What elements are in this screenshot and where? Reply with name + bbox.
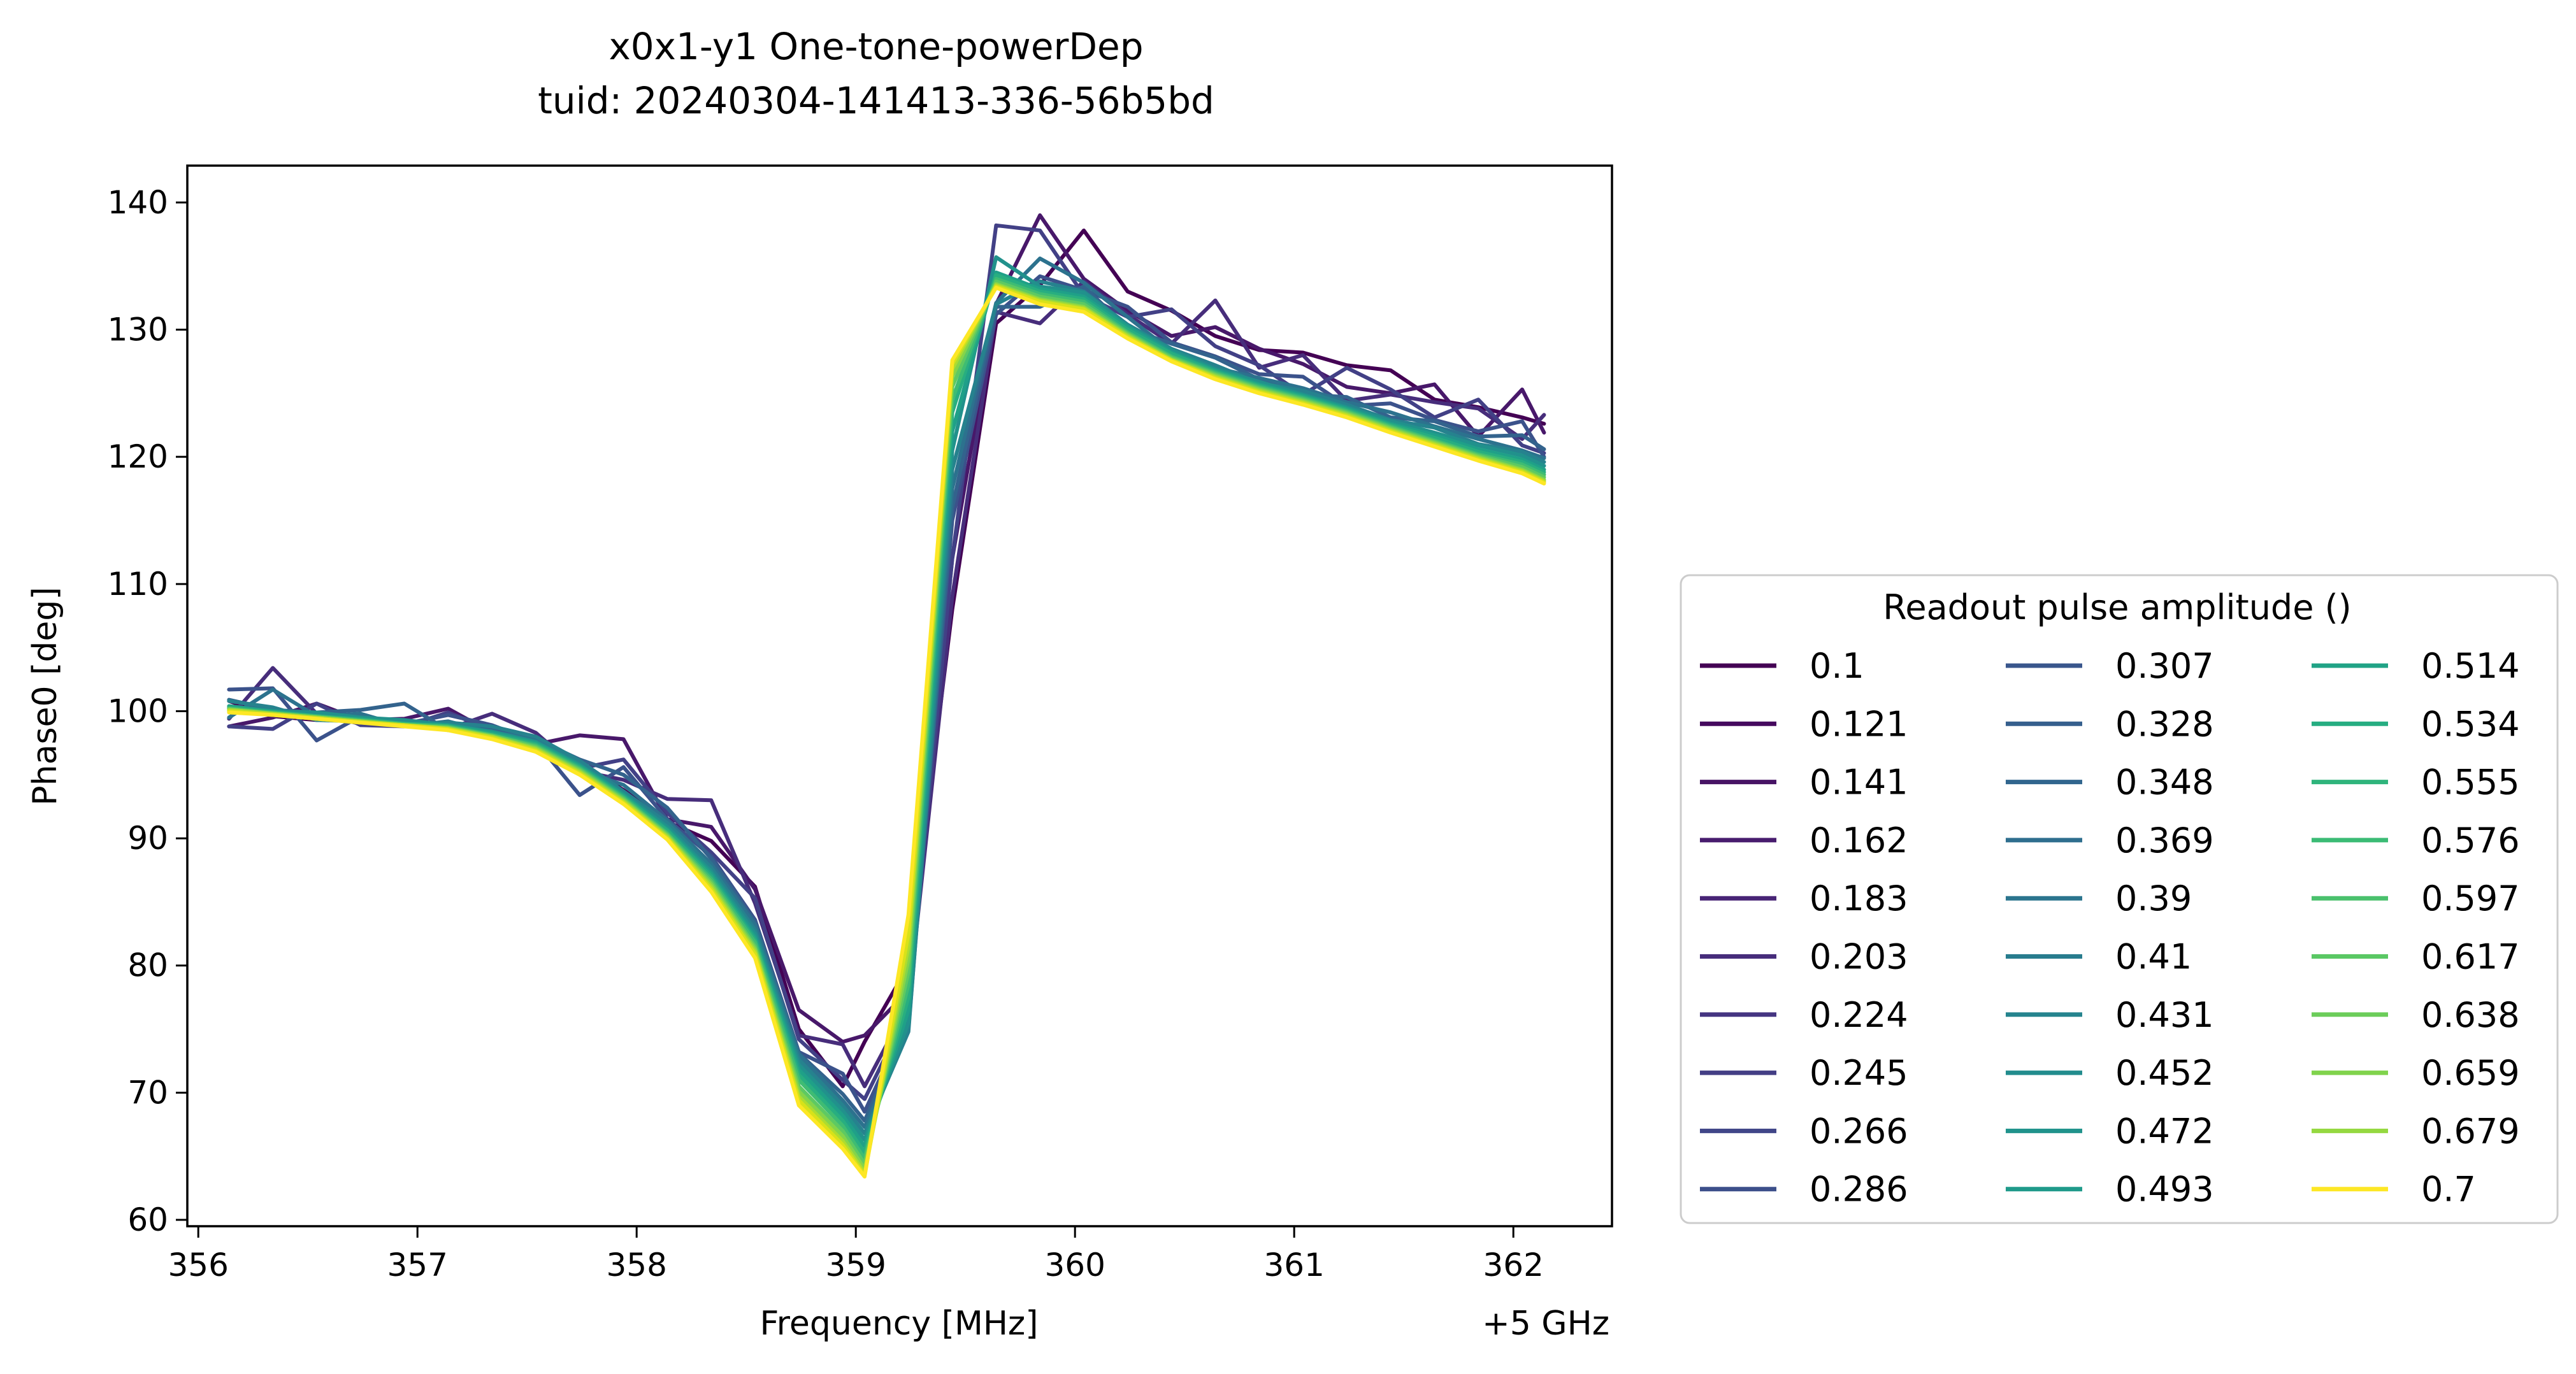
- legend-label: 0.1: [1810, 646, 1864, 686]
- y-tick-label: 70: [127, 1074, 168, 1111]
- x-axis-label: Frequency [MHz]: [760, 1305, 1039, 1343]
- x-tick-label: 357: [387, 1247, 447, 1284]
- x-tick-label: 358: [606, 1247, 666, 1284]
- legend-label: 0.534: [2421, 704, 2520, 744]
- legend-label: 0.659: [2421, 1053, 2520, 1093]
- legend-label: 0.576: [2421, 820, 2520, 861]
- legend-label: 0.224: [1810, 995, 1908, 1035]
- y-tick-label: 120: [108, 438, 168, 475]
- legend-label: 0.369: [2115, 820, 2214, 861]
- legend-label: 0.617: [2421, 937, 2520, 977]
- legend-label: 0.39: [2115, 878, 2192, 919]
- legend: Readout pulse amplitude () 0.1 0.121 0.141…: [1680, 574, 2559, 1224]
- legend-label: 0.348: [2115, 762, 2214, 803]
- legend-label: 0.452: [2115, 1053, 2214, 1093]
- legend-label: 0.514: [2421, 646, 2520, 686]
- x-tick-label: 356: [168, 1247, 228, 1284]
- series-line-0.121: [227, 213, 1546, 1044]
- legend-label: 0.638: [2421, 995, 2520, 1035]
- plot-area: 356 357 358 359 360 361 362 60 70 80 90 100 110 120 1…: [108, 164, 1613, 1284]
- legend-label: 0.431: [2115, 995, 2214, 1035]
- y-tick-label: 100: [108, 692, 168, 729]
- chart-title: x0x1-y1 One-tone-powerDep: [608, 25, 1143, 68]
- y-tick-label: 140: [108, 184, 168, 221]
- legend-label: 0.286: [1810, 1170, 1908, 1210]
- x-offset-label: +5 GHz: [1482, 1305, 1609, 1343]
- y-tick-label: 90: [127, 820, 168, 857]
- y-tick-label: 80: [127, 947, 168, 984]
- legend-label: 0.7: [2421, 1170, 2476, 1210]
- legend-label: 0.121: [1810, 704, 1908, 744]
- plot-frame: [186, 164, 1613, 1227]
- legend-label: 0.245: [1810, 1053, 1908, 1093]
- series-line-0.7: [227, 285, 1546, 1179]
- legend-label: 0.597: [2421, 878, 2520, 919]
- y-tick-label: 60: [127, 1201, 168, 1238]
- chart-subtitle: tuid: 20240304-141413-336-56b5bd: [538, 79, 1214, 122]
- legend-label: 0.183: [1810, 878, 1908, 919]
- y-axis-label: Phase0 [deg]: [26, 587, 64, 805]
- x-tick-label: 360: [1044, 1247, 1105, 1284]
- y-tick-label: 130: [108, 311, 168, 348]
- legend-label: 0.203: [1810, 937, 1908, 977]
- x-tick-label: 362: [1483, 1247, 1543, 1284]
- legend-label: 0.472: [2115, 1111, 2214, 1151]
- legend-label: 0.41: [2115, 937, 2192, 977]
- y-tick-label: 110: [108, 566, 168, 603]
- legend-label: 0.555: [2421, 762, 2520, 803]
- x-tick-label: 359: [825, 1247, 886, 1284]
- x-tick-label: 361: [1263, 1247, 1324, 1284]
- legend-label: 0.679: [2421, 1111, 2520, 1151]
- legend-label: 0.307: [2115, 646, 2214, 686]
- legend-frame: [1680, 574, 2559, 1224]
- legend-label: 0.141: [1810, 762, 1908, 803]
- legend-label: 0.266: [1810, 1111, 1908, 1151]
- legend-label: 0.493: [2115, 1170, 2214, 1210]
- legend-label: 0.328: [2115, 704, 2214, 744]
- legend-title: Readout pulse amplitude (): [1883, 587, 2352, 627]
- legend-label: 0.162: [1810, 820, 1908, 861]
